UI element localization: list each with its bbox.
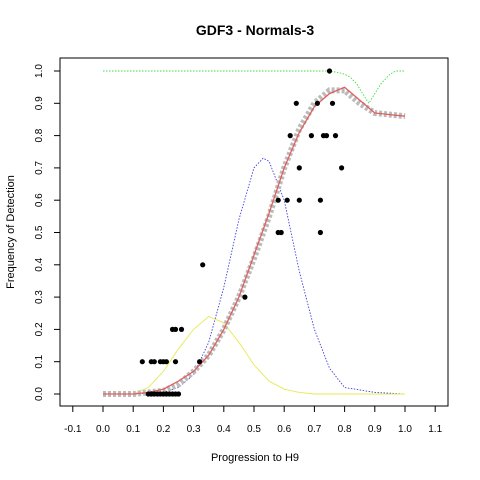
chart-title: GDF3 - Normals-3 (196, 22, 314, 38)
y-tick-label: 0.7 (34, 161, 45, 175)
x-tick-label: 1.1 (428, 424, 442, 435)
data-point (172, 359, 179, 365)
data-point (200, 262, 206, 268)
points-layer (139, 68, 345, 397)
y-tick-label: 0.5 (34, 225, 45, 239)
data-point (197, 359, 203, 365)
data-point (151, 359, 157, 365)
x-tick-label: 0.5 (247, 424, 261, 435)
series-fit-line (103, 86, 406, 395)
plot-frame (59, 57, 449, 407)
data-point (172, 326, 179, 332)
x-tick-label: 0.6 (277, 424, 291, 435)
data-point (317, 229, 323, 236)
x-tick-label: 0.3 (187, 424, 201, 435)
data-point (287, 133, 293, 139)
data-point (308, 133, 314, 139)
series-blue-curve (103, 157, 406, 395)
x-tick-label: 0.8 (338, 424, 352, 435)
y-tick-label: 0.8 (34, 128, 45, 142)
data-point (178, 326, 185, 332)
data-point (296, 165, 302, 171)
x-tick-label: -0.1 (64, 424, 82, 435)
data-point (284, 197, 290, 203)
series-smoothed-band (103, 87, 406, 397)
x-axis-label: Progression to H9 (211, 452, 299, 464)
data-point (323, 133, 330, 139)
data-point (175, 391, 182, 397)
y-tick-label: 0.3 (34, 290, 45, 304)
data-point (317, 197, 323, 203)
data-point (163, 359, 169, 365)
x-tick-label: 0.0 (96, 424, 110, 435)
data-point (329, 100, 336, 106)
data-point (278, 229, 284, 236)
y-tick-label: 0.9 (34, 96, 45, 110)
y-tick-label: 0.6 (34, 193, 45, 207)
x-tick-label: 0.4 (217, 424, 231, 435)
x-tick-label: 1.0 (398, 424, 412, 435)
y-axis-label: Frequency of Detection (5, 175, 17, 289)
y-axis: 0.0 0.1 0.2 0.3 0.4 0.5 0.6 0.7 0.8 0.9 1.0 (34, 64, 60, 401)
data-point (314, 100, 320, 106)
y-tick-label: 0.1 (34, 354, 45, 368)
y-tick-label: 1.0 (34, 64, 45, 78)
series-green-curve (103, 70, 405, 105)
x-axis: -0.1 0.0 0.1 0.2 0.3 0.4 0.5 0.6 0.7 0.8 0.9 1.0 1.1 (64, 406, 443, 435)
series-yellow-curve (103, 315, 405, 395)
data-point (293, 100, 299, 106)
data-point (296, 197, 302, 203)
data-point (339, 165, 345, 171)
data-point (242, 294, 248, 300)
data-point (326, 68, 333, 74)
y-tick-label: 0.2 (34, 322, 45, 336)
data-point (332, 133, 339, 139)
data-point (275, 197, 281, 203)
curves-layer (103, 70, 406, 397)
x-tick-label: 0.2 (156, 424, 170, 435)
data-point (139, 359, 145, 365)
y-tick-label: 0.4 (34, 257, 45, 271)
x-tick-label: 0.1 (126, 424, 140, 435)
x-tick-label: 0.9 (368, 424, 382, 435)
y-tick-label: 0.0 (34, 387, 45, 401)
x-tick-label: 0.7 (307, 424, 321, 435)
